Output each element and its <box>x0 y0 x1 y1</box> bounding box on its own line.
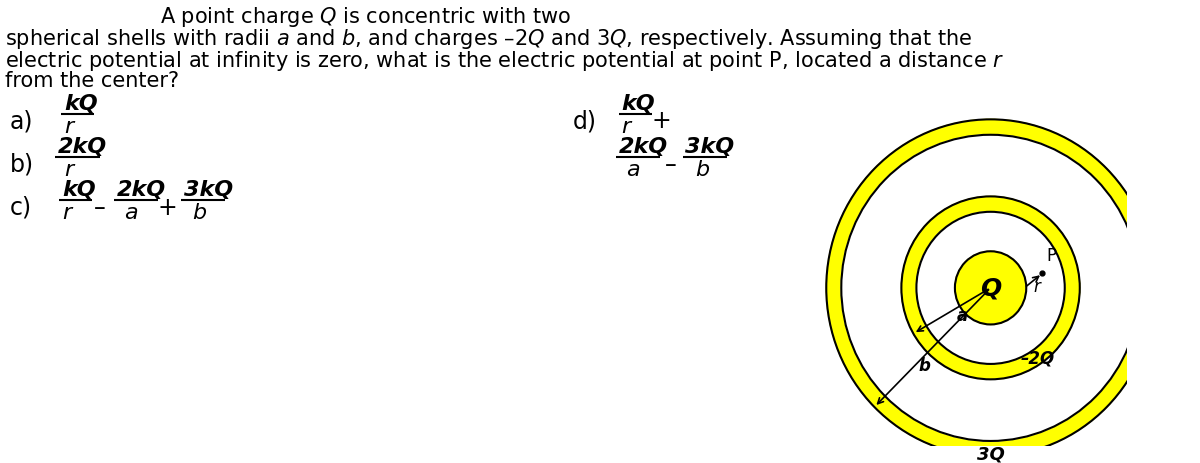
Text: kQ: kQ <box>64 94 97 113</box>
Text: 2kQ: 2kQ <box>59 137 107 156</box>
Text: b: b <box>919 356 931 374</box>
Text: b: b <box>695 159 709 180</box>
Text: electric potential at infinity is zero, what is the electric potential at point : electric potential at infinity is zero, … <box>5 49 1004 73</box>
Text: –2Q: –2Q <box>1021 349 1055 366</box>
Text: 3Q: 3Q <box>977 445 1004 463</box>
Text: 2kQ: 2kQ <box>116 180 166 200</box>
Circle shape <box>841 136 1140 441</box>
Text: r: r <box>1033 278 1040 296</box>
Text: kQ: kQ <box>62 180 96 200</box>
Text: +: + <box>157 195 178 219</box>
Text: r: r <box>62 203 71 223</box>
Circle shape <box>901 197 1080 380</box>
Text: a: a <box>956 306 968 324</box>
Text: –: – <box>665 152 677 176</box>
Circle shape <box>955 252 1026 325</box>
Circle shape <box>827 120 1154 457</box>
Circle shape <box>917 213 1064 364</box>
Text: d): d) <box>572 109 596 133</box>
Text: +: + <box>652 109 671 133</box>
Text: r: r <box>64 159 73 180</box>
Text: kQ: kQ <box>622 94 655 113</box>
Text: r: r <box>64 116 73 136</box>
Text: 2kQ: 2kQ <box>619 137 668 156</box>
Text: from the center?: from the center? <box>5 71 179 91</box>
Text: A point charge $Q$ is concentric with two: A point charge $Q$ is concentric with tw… <box>161 5 572 29</box>
Text: P: P <box>1046 246 1056 264</box>
Text: b: b <box>192 203 206 223</box>
Text: a: a <box>626 159 640 180</box>
Text: b): b) <box>10 152 34 176</box>
Text: a): a) <box>10 109 32 133</box>
Text: 3kQ: 3kQ <box>184 180 233 200</box>
Text: Q: Q <box>980 276 1001 300</box>
Text: c): c) <box>10 195 31 219</box>
Text: spherical shells with radii $a$ and $b$, and charges –2$Q$ and 3$Q$, respectivel: spherical shells with radii $a$ and $b$,… <box>5 27 972 51</box>
Text: –: – <box>94 195 106 219</box>
Text: a: a <box>124 203 138 223</box>
Text: 3kQ: 3kQ <box>685 137 734 156</box>
Text: r: r <box>622 116 631 136</box>
